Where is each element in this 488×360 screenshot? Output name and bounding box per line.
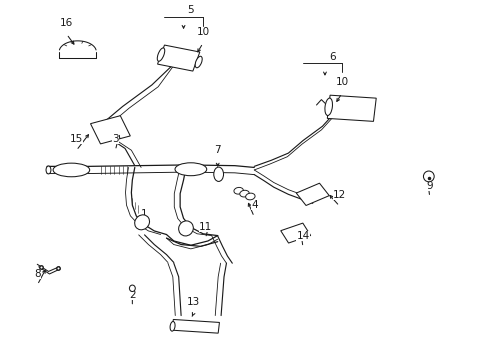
Text: 14: 14: [296, 231, 309, 241]
Ellipse shape: [134, 215, 149, 230]
Text: 3: 3: [112, 134, 119, 144]
Text: 6: 6: [328, 51, 335, 62]
Text: 7: 7: [214, 145, 221, 155]
Text: 10: 10: [335, 77, 348, 87]
Text: 9: 9: [426, 181, 432, 191]
Text: 16: 16: [60, 18, 73, 28]
Text: 5: 5: [187, 5, 194, 15]
Text: 15: 15: [69, 134, 83, 144]
Ellipse shape: [170, 321, 175, 331]
Ellipse shape: [239, 190, 249, 197]
Text: 12: 12: [332, 190, 346, 200]
Ellipse shape: [129, 285, 135, 292]
Text: 11: 11: [199, 222, 212, 232]
Text: 2: 2: [129, 290, 135, 300]
Text: 10: 10: [196, 27, 209, 37]
Ellipse shape: [423, 171, 433, 182]
Text: 8: 8: [34, 269, 41, 279]
Ellipse shape: [324, 98, 332, 116]
Polygon shape: [296, 183, 328, 206]
Ellipse shape: [213, 167, 223, 181]
Ellipse shape: [178, 221, 193, 236]
Text: 1: 1: [141, 210, 147, 220]
Text: 13: 13: [186, 297, 200, 307]
Text: 4: 4: [250, 201, 257, 211]
Ellipse shape: [46, 166, 51, 174]
Polygon shape: [172, 319, 219, 333]
Ellipse shape: [195, 56, 202, 68]
Ellipse shape: [233, 188, 243, 194]
Ellipse shape: [175, 163, 206, 176]
Polygon shape: [157, 45, 200, 71]
Polygon shape: [280, 223, 310, 243]
Ellipse shape: [157, 48, 164, 61]
Polygon shape: [90, 116, 130, 144]
Polygon shape: [326, 95, 375, 121]
Ellipse shape: [245, 193, 255, 200]
Ellipse shape: [53, 163, 89, 177]
